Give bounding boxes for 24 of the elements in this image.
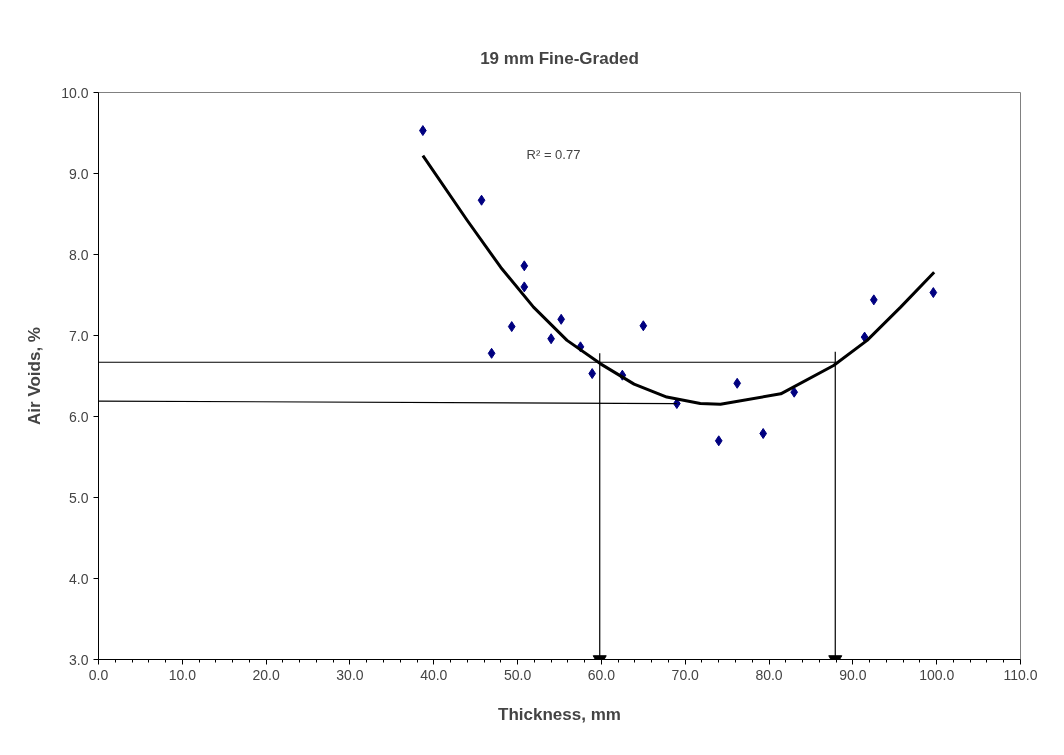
x-tick-label: 30.0 [336,666,364,683]
x-tick-label: 70.0 [671,666,700,683]
x-tick-label: 100.0 [919,666,955,683]
y-axis-title: Air Voids, % [25,327,45,425]
y-tick-label: 8.0 [69,246,89,263]
y-tick-label: 5.0 [69,489,89,506]
chart-title: 19 mm Fine-Graded [480,48,639,68]
x-axis-title: Thickness, mm [498,704,621,724]
x-tick-label: 110.0 [1003,666,1038,683]
x-tick-label: 80.0 [755,666,783,683]
x-tick-label: 10.0 [168,666,197,683]
y-tick-label: 9.0 [69,165,89,182]
x-tick-label: 90.0 [839,666,867,683]
y-tick-label: 3.0 [69,651,89,668]
y-tick-label: 7.0 [69,327,89,344]
x-tick-label: 40.0 [420,666,448,683]
y-tick-label: 6.0 [69,408,89,425]
y-tick-label: 4.0 [69,570,89,587]
x-tick-label: 60.0 [587,666,616,683]
x-tick-label: 50.0 [503,666,532,683]
x-tick-label: 0.0 [88,666,109,683]
x-tick-label: 20.0 [252,666,280,683]
y-tick-label: 10.0 [61,84,89,101]
annotation: R² = 0.77 [526,147,581,162]
